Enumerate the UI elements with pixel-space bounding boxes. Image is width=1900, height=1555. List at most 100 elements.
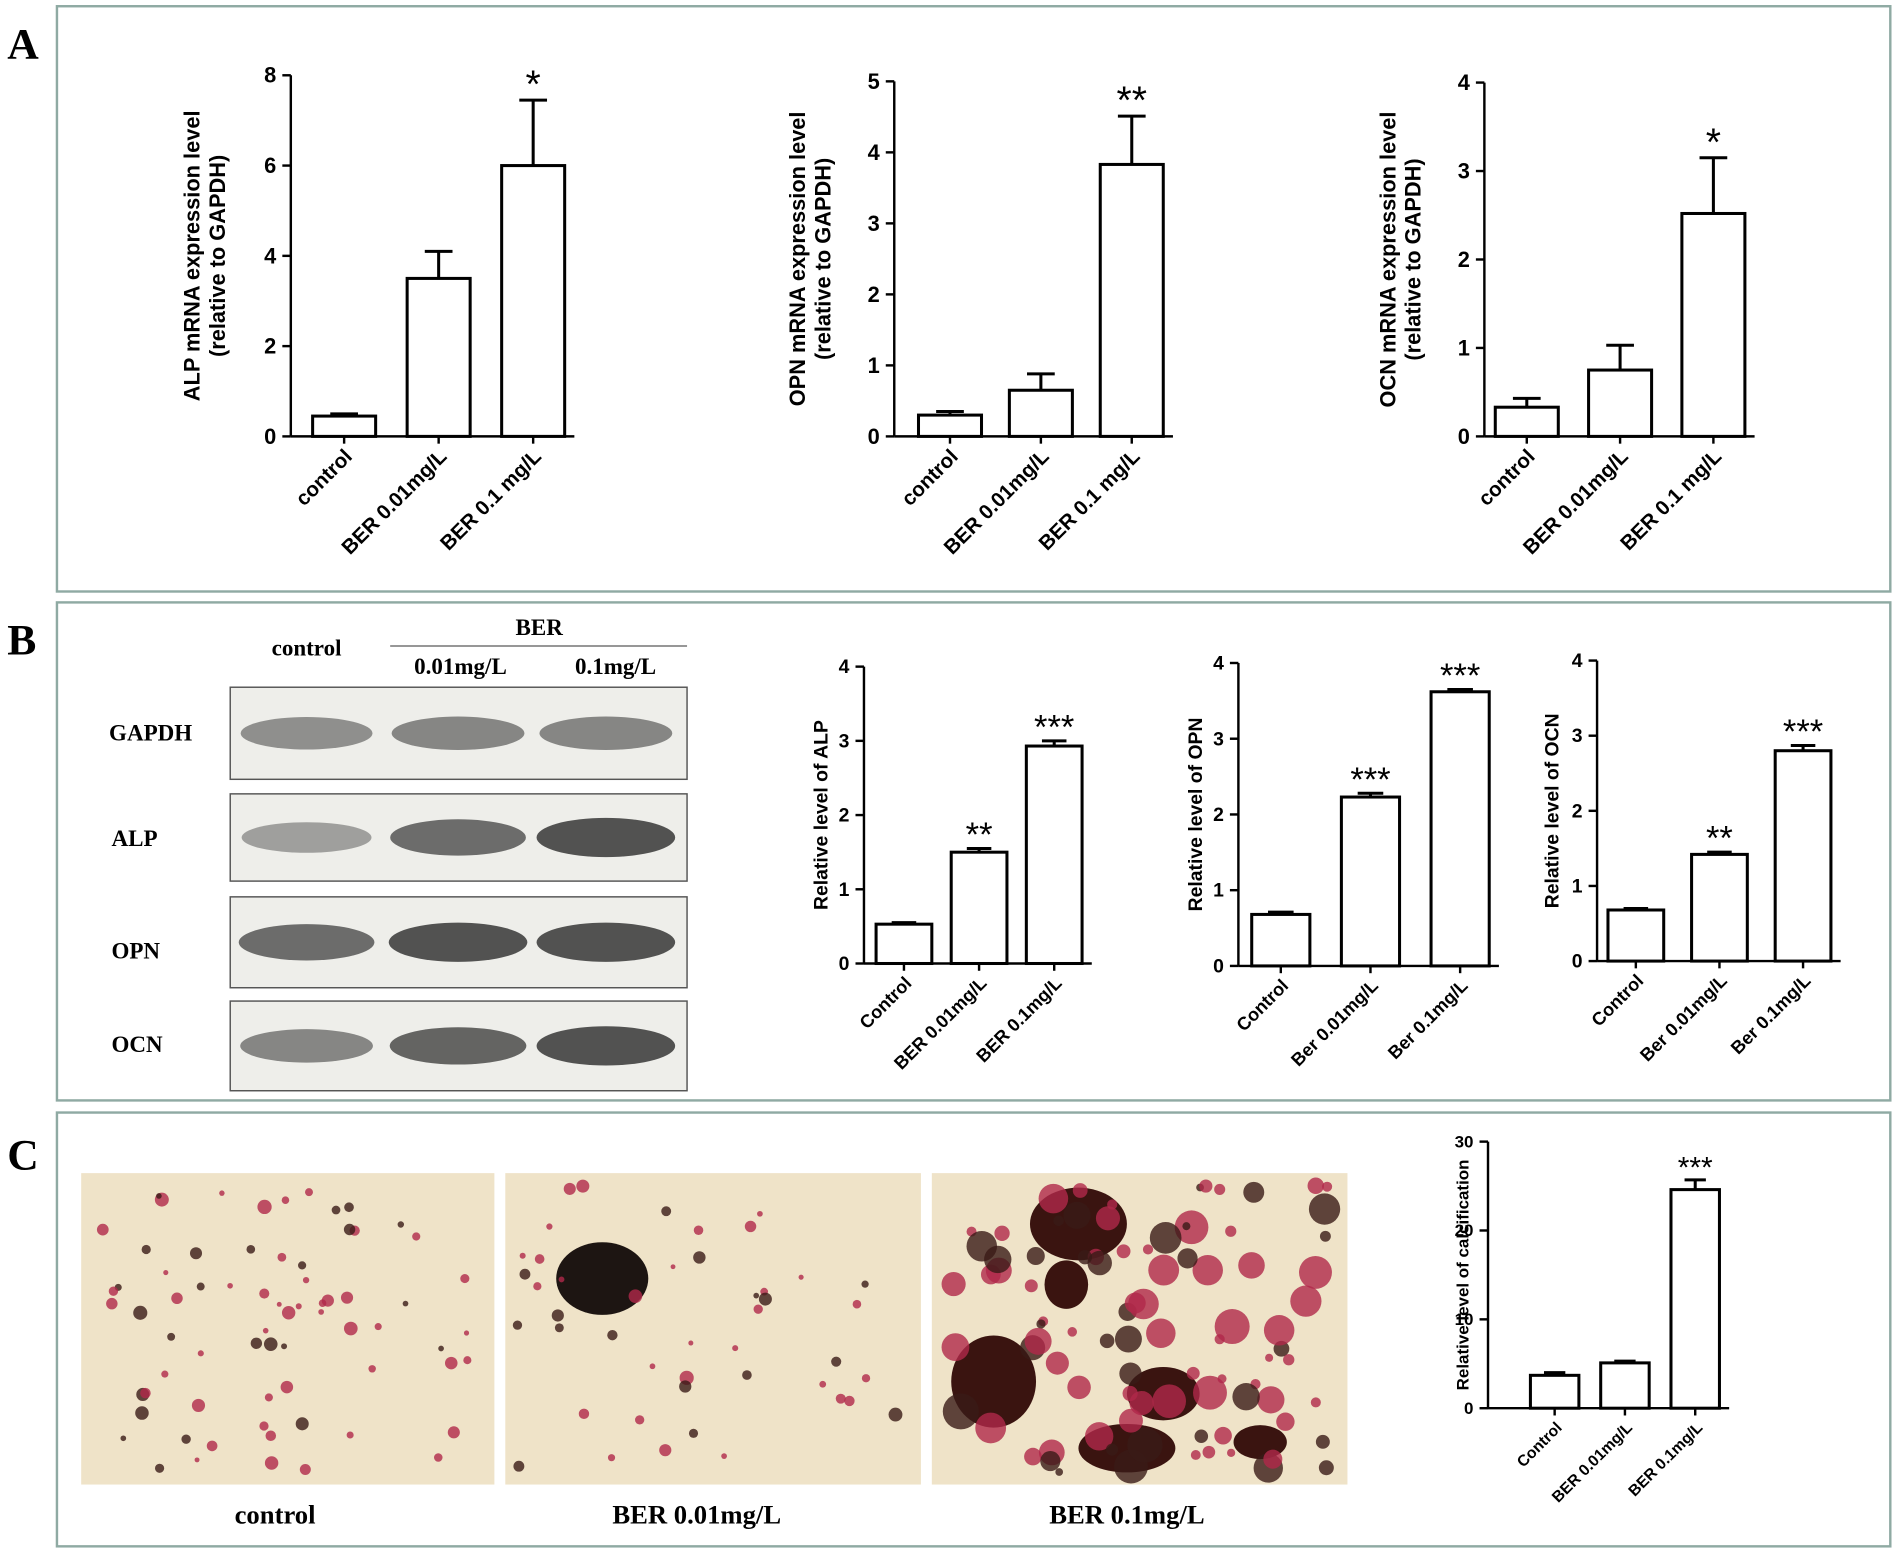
stain-spot — [533, 1282, 542, 1291]
stain-spot — [259, 1421, 269, 1431]
bar — [1599, 1361, 1651, 1410]
stain-spot — [276, 1301, 282, 1307]
stain-spot — [1193, 1375, 1227, 1410]
blot-band — [390, 819, 526, 856]
stain-spot — [688, 1428, 699, 1438]
stain-spot — [513, 1460, 525, 1472]
stain-spot — [257, 1199, 272, 1215]
stain-spot — [1199, 1179, 1213, 1193]
blot-band — [536, 1026, 676, 1066]
y-tick-label: 4 — [1458, 70, 1470, 95]
stain-spot — [534, 1254, 545, 1264]
stain-spot — [1053, 1215, 1064, 1227]
bar — [311, 414, 378, 438]
y-tick-label: 3 — [1458, 158, 1470, 183]
stain-spot — [1232, 1383, 1260, 1411]
stain-spot — [368, 1365, 376, 1373]
stain-spot — [280, 1380, 294, 1394]
stain-spot — [941, 1333, 970, 1362]
stain-spot — [744, 1220, 757, 1233]
y-tick-label: 5 — [868, 69, 880, 94]
stain-spot — [693, 1225, 704, 1235]
stain-blob — [1044, 1260, 1089, 1309]
stain-spot — [546, 1223, 553, 1230]
y-tick-label: 2 — [868, 282, 880, 307]
stain-spot — [693, 1251, 706, 1264]
stain-spot — [1227, 1448, 1236, 1457]
stain-spot — [1127, 1427, 1163, 1463]
stain-spot — [167, 1332, 176, 1341]
stain-spot — [397, 1221, 405, 1228]
bar — [500, 164, 567, 438]
stain-spot — [1114, 1325, 1142, 1353]
blot-lane-label: 0.01mg/L — [414, 653, 507, 679]
stain-spot — [844, 1395, 855, 1407]
significance-label: *** — [1678, 1151, 1713, 1184]
stain-spot — [161, 1370, 169, 1378]
stain-spot — [1067, 1327, 1078, 1337]
x-tick-label: Control — [1588, 971, 1648, 1031]
blot-band — [238, 924, 375, 961]
y-tick-label: 3 — [868, 211, 880, 236]
stain-spot — [1105, 1443, 1119, 1456]
stain-spot — [163, 1269, 169, 1276]
y-tick-label: 0 — [868, 424, 880, 449]
stain-spot — [206, 1440, 218, 1452]
y-axis-label: Relative level of ALP — [811, 720, 833, 910]
y-tick-label: 3 — [839, 730, 850, 752]
stain-spot — [374, 1323, 382, 1331]
significance-label: *** — [1350, 761, 1390, 799]
stain-spot — [1182, 1222, 1191, 1231]
y-tick-label: 30 — [1455, 1132, 1474, 1151]
stain-spot — [1116, 1244, 1131, 1259]
y-tick-label: 4 — [839, 656, 850, 678]
bar — [405, 276, 472, 438]
stain-spot — [1194, 1429, 1209, 1444]
y-tick-label: 0 — [1213, 955, 1224, 977]
stain-spot — [1036, 1319, 1046, 1329]
stain-spot — [798, 1274, 804, 1280]
blot-row-label: GAPDH — [109, 720, 192, 746]
stain-spot — [135, 1406, 149, 1420]
y-tick-label: 2 — [1572, 800, 1583, 822]
stain-spot — [607, 1329, 618, 1341]
stain-spot — [140, 1387, 151, 1399]
stain-spot — [1257, 1386, 1285, 1414]
stain-spot — [191, 1398, 206, 1413]
stain-spot — [1177, 1248, 1198, 1269]
stain-spot — [1238, 1252, 1265, 1279]
stain-spot — [1290, 1285, 1322, 1317]
y-axis-label: OCN mRNA expression level — [1375, 111, 1400, 407]
stain-spot — [1318, 1460, 1334, 1476]
stain-spot — [558, 1276, 565, 1283]
y-tick-label: 6 — [264, 153, 276, 178]
panel-label: B — [7, 617, 36, 665]
stain-spot — [1263, 1315, 1295, 1346]
stain-spot — [1319, 1230, 1331, 1242]
stain-spot — [108, 1286, 119, 1296]
significance-label: *** — [1440, 657, 1480, 695]
stain-spot — [344, 1202, 354, 1213]
blot-row-label: ALP — [111, 825, 157, 851]
stain-spot — [343, 1321, 358, 1336]
stain-spot — [1192, 1254, 1223, 1286]
stain-spot — [1040, 1451, 1061, 1472]
stain-spot — [753, 1304, 763, 1314]
stain-spot — [331, 1205, 341, 1215]
stain-spot — [463, 1356, 472, 1365]
stain-spot — [1024, 1327, 1052, 1355]
y-tick-label: 3 — [1572, 725, 1583, 747]
y-tick-label: 1 — [1213, 880, 1224, 902]
bar — [1493, 405, 1560, 438]
stain-spot — [302, 1276, 310, 1284]
y-axis-label: (relative to GAPDH) — [811, 158, 836, 360]
y-tick-label: 0 — [1458, 424, 1470, 449]
stain-spot — [888, 1407, 903, 1422]
stain-spot — [1124, 1292, 1146, 1314]
stain-spot — [1243, 1181, 1265, 1203]
y-axis-label: (relative to GAPDH) — [205, 155, 230, 357]
stain-spot — [742, 1370, 752, 1380]
significance-label: * — [526, 64, 541, 107]
y-tick-label: 4 — [264, 243, 276, 268]
stain-spot — [141, 1244, 151, 1255]
